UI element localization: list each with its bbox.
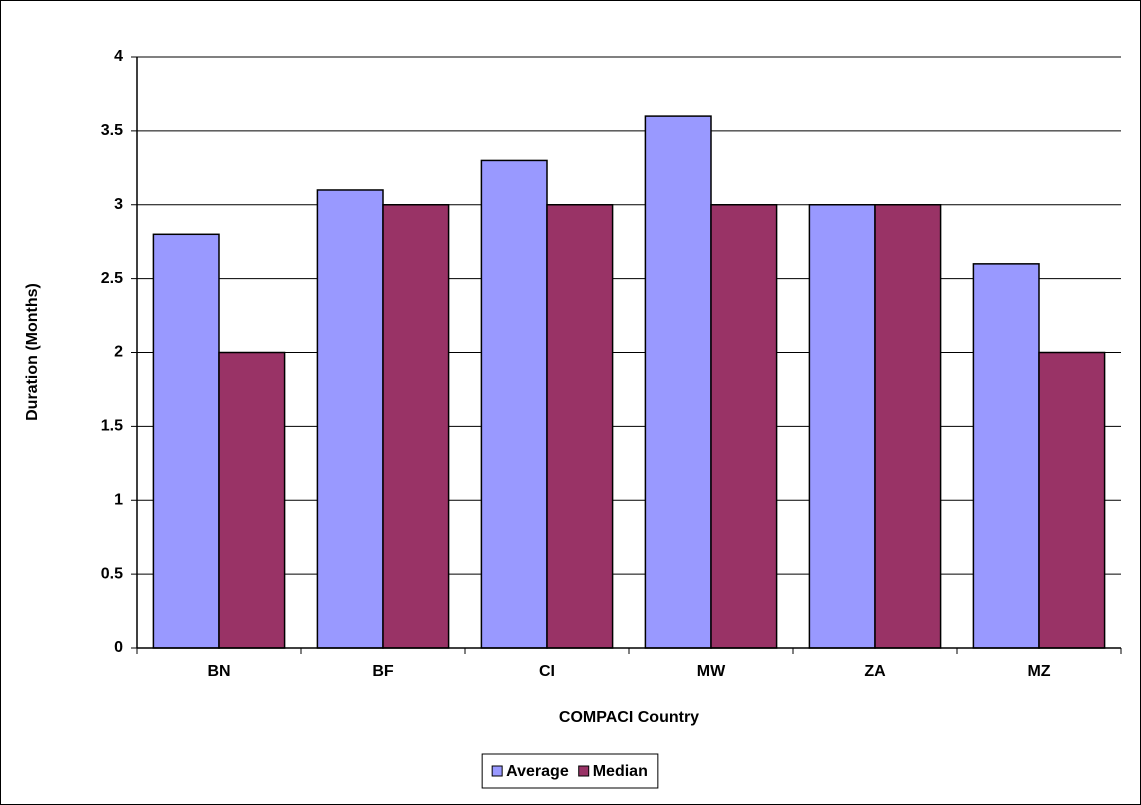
legend-label: Median bbox=[593, 763, 648, 780]
x-tick-label: BF bbox=[372, 663, 394, 680]
y-tick-label: 0.5 bbox=[101, 565, 123, 582]
bar bbox=[710, 204, 778, 649]
bar bbox=[218, 351, 286, 649]
bar bbox=[152, 233, 220, 649]
bar bbox=[808, 204, 876, 649]
x-tick-label: BN bbox=[207, 663, 230, 680]
bar bbox=[972, 263, 1040, 649]
y-tick-label: 2.5 bbox=[101, 270, 123, 287]
bar bbox=[480, 159, 548, 649]
x-axis-title: COMPACI Country bbox=[559, 709, 699, 726]
y-axis-title: Duration (Months) bbox=[24, 283, 41, 421]
y-tick-label: 3.5 bbox=[101, 122, 123, 139]
bar bbox=[546, 204, 614, 649]
bar bbox=[1038, 351, 1106, 649]
y-tick-label: 1.5 bbox=[101, 418, 123, 435]
legend-swatch bbox=[491, 765, 503, 777]
bar bbox=[382, 204, 450, 649]
y-tick-label: 2 bbox=[114, 344, 123, 361]
x-tick-label: MZ bbox=[1027, 663, 1050, 680]
legend-swatch bbox=[578, 765, 590, 777]
y-tick-label: 4 bbox=[114, 48, 123, 65]
y-tick-label: 3 bbox=[114, 196, 123, 213]
x-tick-label: CI bbox=[539, 663, 555, 680]
y-tick-label: 0 bbox=[114, 639, 123, 656]
legend-label: Average bbox=[506, 763, 569, 780]
x-tick-label: ZA bbox=[864, 663, 886, 680]
y-tick-label: 1 bbox=[114, 491, 123, 508]
bar bbox=[316, 189, 384, 649]
legend: Average Median bbox=[481, 753, 659, 789]
bar bbox=[874, 204, 942, 649]
x-tick-label: MW bbox=[697, 663, 726, 680]
legend-box bbox=[481, 753, 659, 789]
bar bbox=[644, 115, 712, 649]
